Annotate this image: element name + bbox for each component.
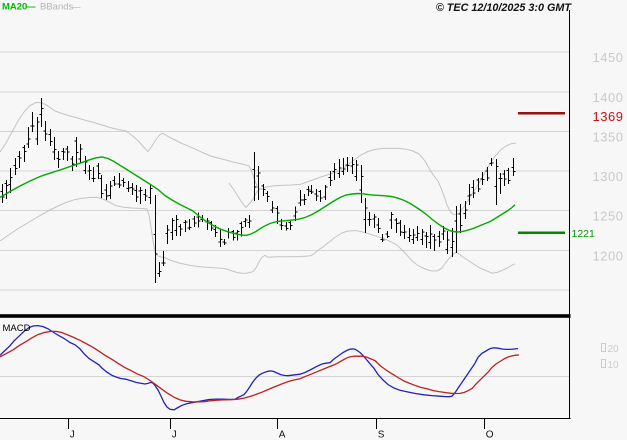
svg-text:J: J: [172, 430, 177, 440]
svg-text:MACD: MACD: [3, 323, 31, 334]
svg-text:10: 10: [608, 360, 620, 371]
svg-text:S: S: [378, 430, 385, 440]
svg-text:MA20: MA20: [2, 2, 27, 13]
svg-text:1350: 1350: [593, 130, 624, 145]
svg-text:© TEC 12/10/2025 3:0 GMT: © TEC 12/10/2025 3:0 GMT: [436, 2, 573, 14]
svg-text:—: —: [26, 2, 36, 13]
svg-text:J: J: [70, 430, 75, 440]
svg-text:1200: 1200: [593, 249, 624, 264]
svg-text:A: A: [279, 430, 286, 440]
svg-text:20: 20: [608, 344, 620, 355]
svg-text:1300: 1300: [593, 169, 624, 184]
svg-text:BBands: BBands: [40, 2, 74, 13]
svg-text:1221: 1221: [572, 228, 596, 240]
svg-text:—: —: [71, 2, 81, 13]
svg-text:O: O: [486, 430, 494, 440]
svg-text:1450: 1450: [593, 50, 624, 65]
svg-text:1400: 1400: [593, 90, 624, 105]
svg-text:1369: 1369: [593, 109, 624, 124]
svg-text:1250: 1250: [593, 209, 624, 224]
